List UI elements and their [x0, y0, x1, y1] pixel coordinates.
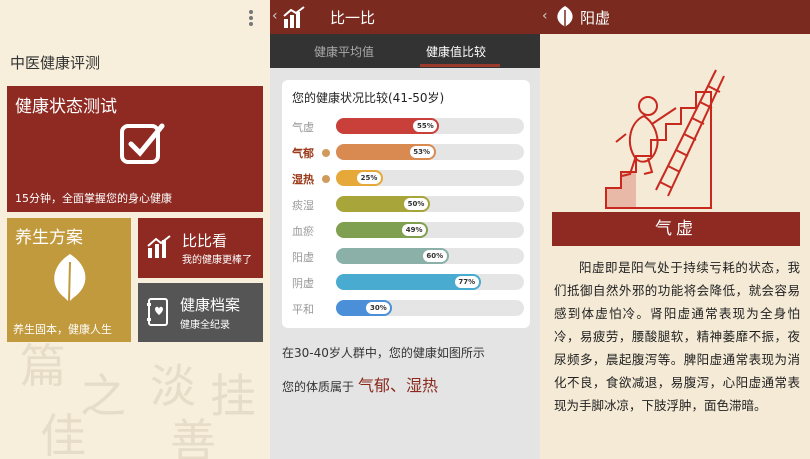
tile-title: 比比看: [182, 232, 228, 250]
constitution-prefix: 您的体质属于: [282, 380, 355, 394]
value-label: 25%: [357, 172, 381, 184]
constitution-type: 气郁、湿热: [358, 376, 439, 395]
chart-row: 气虚 55%: [282, 116, 530, 136]
calligraphy-char: 佳: [40, 409, 86, 459]
category-label: 痰湿: [292, 199, 314, 212]
calligraphy-char: 淡: [150, 359, 196, 413]
category-label: 阴虚: [292, 277, 314, 290]
value-label: 30%: [366, 302, 391, 314]
value-label: 53%: [409, 146, 434, 158]
stair-climbing-illustration: [605, 69, 725, 209]
bar-chart-icon: [283, 6, 305, 28]
compare-tile[interactable]: 比比看 我的健康更棒了: [138, 218, 263, 278]
app-title: 中医健康评测: [10, 54, 101, 72]
bar: [336, 274, 481, 290]
chart-row: 气郁 53%: [282, 142, 530, 162]
page-title: 阳虚: [580, 9, 611, 27]
checkbox-icon: [120, 123, 165, 164]
tile-subtitle: 健康全纪录: [180, 320, 230, 331]
compare-chart-card: 您的健康状况比较(41-50岁) 气虚 55% 气郁 53% 湿热 25% 痰湿 50% 血瘀 4…: [282, 80, 530, 328]
chart-title: 您的健康状况比较(41-50岁): [292, 91, 445, 105]
active-tab-indicator: [420, 64, 500, 67]
highlight-dot: [322, 175, 330, 183]
home-screen: 篇 之 淡 挂 佳 善 中医健康评测 健康状态测试 15分钟，全面掌握您的身心健…: [0, 0, 270, 459]
chart-row: 痰湿 50%: [282, 194, 530, 214]
tab-bar: 健康平均值 健康值比较: [270, 34, 540, 68]
calligraphy-char: 篇: [20, 339, 66, 393]
chart-row: 湿热 25%: [282, 168, 530, 188]
value-label: 49%: [402, 224, 427, 236]
category-label: 阳虚: [292, 251, 314, 264]
chart-row: 平和 30%: [282, 298, 530, 318]
header-bar: ‹ 比一比: [270, 0, 540, 34]
value-label: 60%: [422, 250, 447, 262]
value-label: 55%: [413, 120, 438, 132]
category-label: 平和: [292, 303, 314, 316]
top-bar: [0, 0, 270, 34]
tile-title: 养生方案: [15, 228, 83, 248]
value-label: 50%: [404, 198, 428, 210]
folder-icon: [147, 298, 168, 326]
tile-subtitle: 我的健康更棒了: [182, 255, 252, 266]
highlight-dot: [322, 149, 330, 157]
page-title: 比一比: [330, 9, 376, 27]
tile-title: 健康状态测试: [15, 97, 117, 117]
chart-row: 阳虚 60%: [282, 246, 530, 266]
category-label: 气郁: [292, 147, 314, 160]
constitution-note: 您的体质属于 气郁、湿热: [282, 372, 438, 396]
chart-row: 阴虚 77%: [282, 272, 530, 292]
constitution-name-banner: 气虚: [552, 212, 800, 246]
calligraphy-char: 之: [80, 369, 126, 423]
health-test-tile[interactable]: 健康状态测试 15分钟，全面掌握您的身心健康: [7, 86, 263, 212]
category-label: 血瘀: [292, 225, 314, 238]
tile-subtitle: 15分钟，全面掌握您的身心健康: [15, 192, 172, 205]
calligraphy-char: 挂: [210, 369, 256, 423]
leaf-icon: [54, 254, 86, 303]
category-label: 湿热: [292, 173, 314, 186]
category-label: 气虚: [292, 121, 314, 134]
tab-health-compare[interactable]: 健康值比较: [426, 45, 487, 59]
tab-health-average[interactable]: 健康平均值: [314, 45, 375, 59]
back-chevron-icon[interactable]: ‹: [272, 8, 278, 24]
constitution-description: 阳虚即是阳气处于持续亏耗的状态，我们抵御自然外邪的功能将会降低，就会容易感到体虚…: [554, 260, 800, 413]
leaf-icon: [557, 6, 573, 28]
calligraphy-char: 善: [170, 414, 216, 459]
back-chevron-icon[interactable]: ‹: [542, 8, 548, 24]
bar-track: [336, 170, 524, 186]
health-plan-tile[interactable]: 养生方案 养生固本，健康人生: [7, 218, 131, 342]
chart-row: 血瘀 49%: [282, 220, 530, 240]
tile-title: 健康档案: [180, 296, 241, 314]
health-archive-tile[interactable]: 健康档案 健康全纪录: [138, 283, 263, 342]
bar: [336, 248, 449, 264]
tile-subtitle: 养生固本，健康人生: [13, 323, 112, 336]
value-label: 77%: [454, 276, 479, 288]
result-note: 在30-40岁人群中，您的健康如图所示: [282, 346, 485, 360]
overflow-menu-icon[interactable]: [248, 8, 254, 26]
detail-screen: ‹ 阳虚 气虚 阳虚即是阳气处于持续: [540, 0, 810, 459]
compare-screen: ‹ 比一比 健康平均值 健康值比较 您的健康状况比较(41-50岁) 气虚 55%…: [270, 0, 540, 459]
header-bar: ‹ 阳虚: [540, 0, 810, 34]
bar-chart-icon: [147, 235, 171, 258]
